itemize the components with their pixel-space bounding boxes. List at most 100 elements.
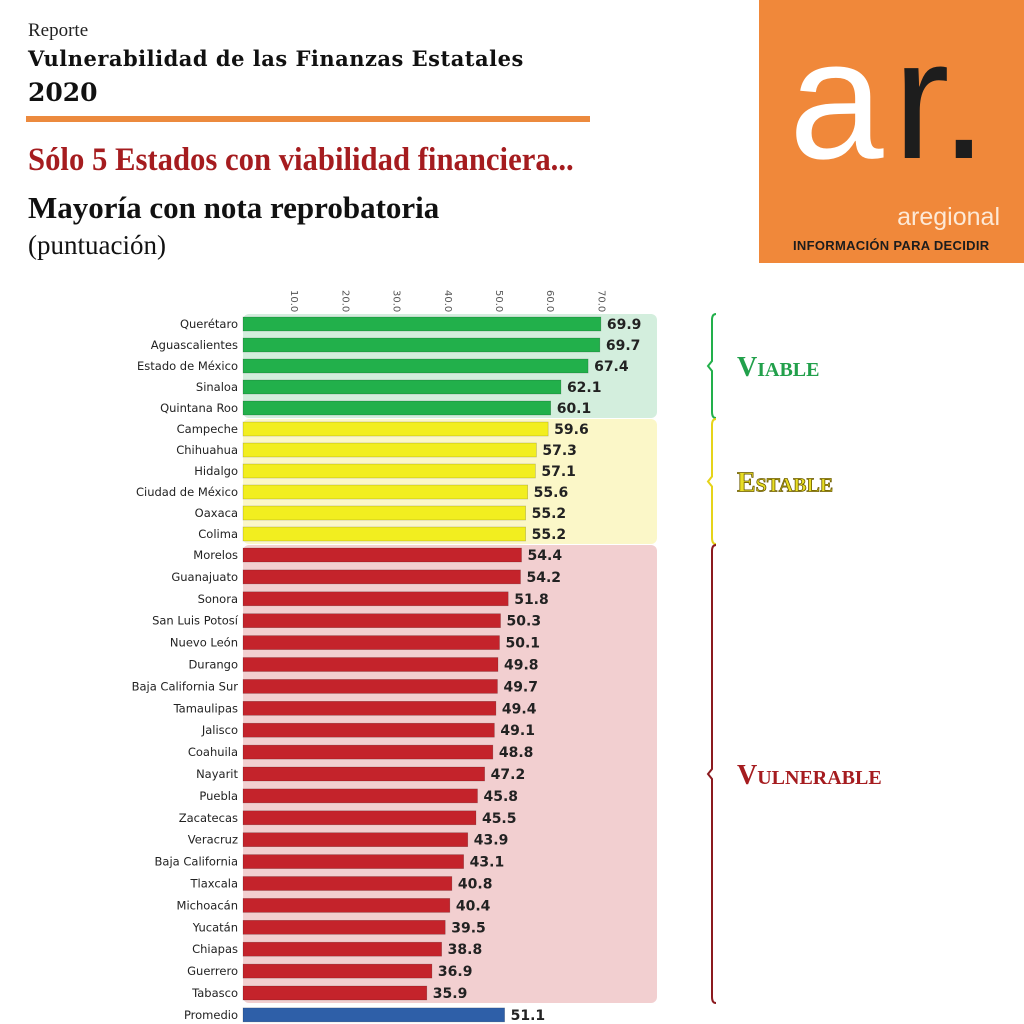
value-label: 45.5 bbox=[482, 811, 517, 827]
bar bbox=[242, 1007, 505, 1023]
value-label: 45.8 bbox=[483, 789, 518, 805]
category-label: Aguascalientes bbox=[151, 338, 238, 352]
bar bbox=[242, 337, 601, 353]
x-tick-label: 50.0 bbox=[493, 290, 504, 312]
category-label: Ciudad de México bbox=[136, 485, 238, 499]
value-label: 54.4 bbox=[528, 548, 563, 564]
value-label: 49.4 bbox=[502, 701, 537, 717]
bar bbox=[242, 832, 469, 848]
logo-letter-r: r. bbox=[893, 5, 988, 195]
value-label: 38.8 bbox=[448, 942, 483, 958]
logo-brand: aregional bbox=[897, 203, 1000, 231]
bar bbox=[242, 463, 536, 479]
category-label: Estado de México bbox=[137, 359, 238, 373]
bar bbox=[242, 679, 498, 694]
category-label: Baja California Sur bbox=[132, 679, 239, 693]
bar bbox=[242, 744, 494, 760]
report-title: Vulnerabilidad de las Finanzas Estatales bbox=[28, 46, 524, 71]
category-label: Zacatecas bbox=[179, 811, 238, 825]
category-label: Chihuahua bbox=[176, 443, 238, 457]
x-tick-label: 70.0 bbox=[595, 290, 606, 312]
orange-divider bbox=[26, 116, 590, 122]
logo-tagline: INFORMACIÓN PARA DECIDIR bbox=[793, 238, 990, 253]
bar bbox=[242, 766, 485, 782]
value-label: 49.8 bbox=[504, 658, 539, 674]
x-tick-label: 40.0 bbox=[442, 290, 453, 312]
value-label: 48.8 bbox=[499, 745, 534, 761]
unit-label: (puntuación) bbox=[28, 230, 166, 260]
category-label: San Luis Potosí bbox=[152, 614, 239, 628]
value-label: 51.1 bbox=[511, 1008, 546, 1024]
bar bbox=[242, 442, 537, 458]
category-label: Nuevo León bbox=[170, 636, 238, 650]
value-label: 35.9 bbox=[433, 986, 468, 1002]
category-label: Guerrero bbox=[187, 964, 238, 978]
bar bbox=[242, 526, 526, 542]
value-label: 55.6 bbox=[534, 485, 569, 501]
category-label: Durango bbox=[188, 658, 238, 672]
category-label: Chiapas bbox=[192, 942, 238, 956]
value-label: 51.8 bbox=[514, 592, 549, 608]
category-label: Hidalgo bbox=[194, 464, 238, 478]
bar bbox=[242, 700, 497, 716]
group-label-vulnerable: Vulnerable bbox=[737, 760, 882, 791]
value-label: 62.1 bbox=[567, 380, 602, 396]
value-label: 47.2 bbox=[491, 767, 526, 783]
category-label: Oaxaca bbox=[195, 506, 238, 520]
bar bbox=[242, 788, 478, 804]
bar bbox=[242, 316, 602, 332]
bar bbox=[242, 722, 495, 738]
category-label: Querétaro bbox=[180, 317, 238, 331]
group-bracket-estable bbox=[706, 418, 717, 545]
value-label: 40.8 bbox=[458, 877, 493, 893]
bar bbox=[242, 569, 521, 585]
bar bbox=[242, 985, 428, 1001]
group-label-viable: Viable bbox=[737, 352, 819, 383]
logo-letter-a: a bbox=[789, 5, 884, 195]
bar bbox=[242, 421, 549, 437]
bar bbox=[242, 919, 446, 935]
bar bbox=[242, 963, 433, 979]
category-label: Tlaxcala bbox=[190, 877, 238, 891]
group-background-estable bbox=[243, 419, 657, 544]
value-label: 36.9 bbox=[438, 964, 473, 980]
bar bbox=[242, 657, 499, 672]
value-label: 49.7 bbox=[503, 679, 538, 695]
value-label: 60.1 bbox=[557, 401, 592, 417]
subheadline: Mayoría con nota reprobatoria bbox=[28, 190, 440, 225]
bar bbox=[242, 484, 528, 500]
category-label: Promedio bbox=[184, 1008, 238, 1022]
x-tick-label: 10.0 bbox=[288, 290, 299, 312]
category-label: Quintana Roo bbox=[160, 401, 238, 415]
group-bracket-viable bbox=[706, 313, 717, 419]
bar bbox=[242, 810, 477, 826]
bar bbox=[242, 941, 442, 957]
bar bbox=[242, 635, 500, 650]
bar bbox=[242, 379, 562, 395]
category-label: Guanajuato bbox=[171, 570, 238, 584]
category-label: Campeche bbox=[177, 422, 238, 436]
value-label: 59.6 bbox=[554, 422, 589, 438]
value-label: 43.9 bbox=[474, 833, 509, 849]
category-label: Tamaulipas bbox=[173, 701, 238, 715]
category-label: Jalisco bbox=[201, 723, 238, 737]
bar bbox=[242, 505, 526, 521]
value-label: 55.2 bbox=[532, 527, 567, 543]
category-label: Sonora bbox=[198, 592, 238, 606]
report-year: 2020 bbox=[28, 78, 98, 107]
value-label: 69.7 bbox=[606, 338, 641, 354]
bar bbox=[242, 547, 522, 563]
group-label-estable: Estable bbox=[737, 468, 833, 499]
value-label: 57.3 bbox=[542, 443, 577, 459]
category-label: Puebla bbox=[199, 789, 238, 803]
category-label: Yucatán bbox=[192, 920, 238, 934]
value-label: 50.3 bbox=[507, 614, 542, 630]
aregional-logo: a r. aregional INFORMACIÓN PARA DECIDIR bbox=[759, 0, 1024, 263]
group-bracket-vulnerable bbox=[706, 544, 717, 1004]
x-tick-label: 30.0 bbox=[391, 290, 402, 312]
report-label: Reporte bbox=[28, 20, 89, 41]
category-label: Tabasco bbox=[191, 986, 238, 1000]
category-label: Sinaloa bbox=[196, 380, 238, 394]
bar bbox=[242, 358, 589, 374]
bar bbox=[242, 613, 501, 629]
